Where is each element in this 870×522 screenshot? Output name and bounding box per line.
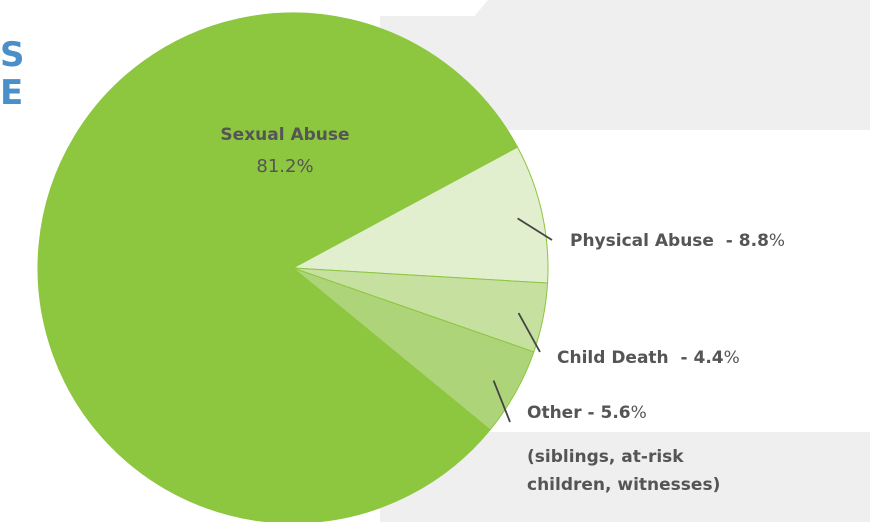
label-physical-abuse-unit: % [769,231,785,251]
label-child-death: Child Death - 4.4% [557,348,740,368]
label-other-note-1: (siblings, at-risk [527,447,684,467]
label-child-death-sep: - [669,348,694,368]
leader-lines [492,217,553,423]
label-physical-abuse-name: Physical Abuse [570,231,714,251]
value-sexual-abuse-unit: % [296,156,313,177]
slice-physical-abuse [291,146,549,284]
label-sexual-abuse-name: Sexual Abuse [220,125,349,145]
heading-line-2: E [0,73,24,113]
label-child-death-unit: % [724,348,740,368]
label-other: Other - 5.6% [527,403,647,423]
leader-line-physical-abuse [517,217,553,241]
pie-slices [37,12,549,522]
heading-line-1: S [0,35,25,75]
label-other-sep: - [582,403,601,423]
value-sexual-abuse: 81.2% [256,156,313,177]
label-other-unit: % [631,403,647,423]
label-child-death-name: Child Death [557,348,669,368]
leader-line-child-death [517,312,541,353]
label-other-value: 5.6 [601,403,631,423]
label-other-name: Other [527,403,582,423]
label-physical-abuse-sep: - [714,231,739,251]
heading-fragment: S E [0,36,25,112]
label-other-note-line-2: children, witnesses) [527,475,720,495]
leader-line-other [492,380,511,423]
label-other-note-line-1: (siblings, at-risk [527,447,684,467]
slice-other [292,267,535,431]
label-physical-abuse-value: 8.8 [739,231,769,251]
value-sexual-abuse-number: 81.2 [256,156,296,177]
label-child-death-value: 4.4 [693,348,723,368]
label-other-note-2: children, witnesses) [527,475,720,495]
label-sexual-abuse: Sexual Abuse [220,125,349,145]
label-physical-abuse: Physical Abuse - 8.8% [570,231,785,251]
